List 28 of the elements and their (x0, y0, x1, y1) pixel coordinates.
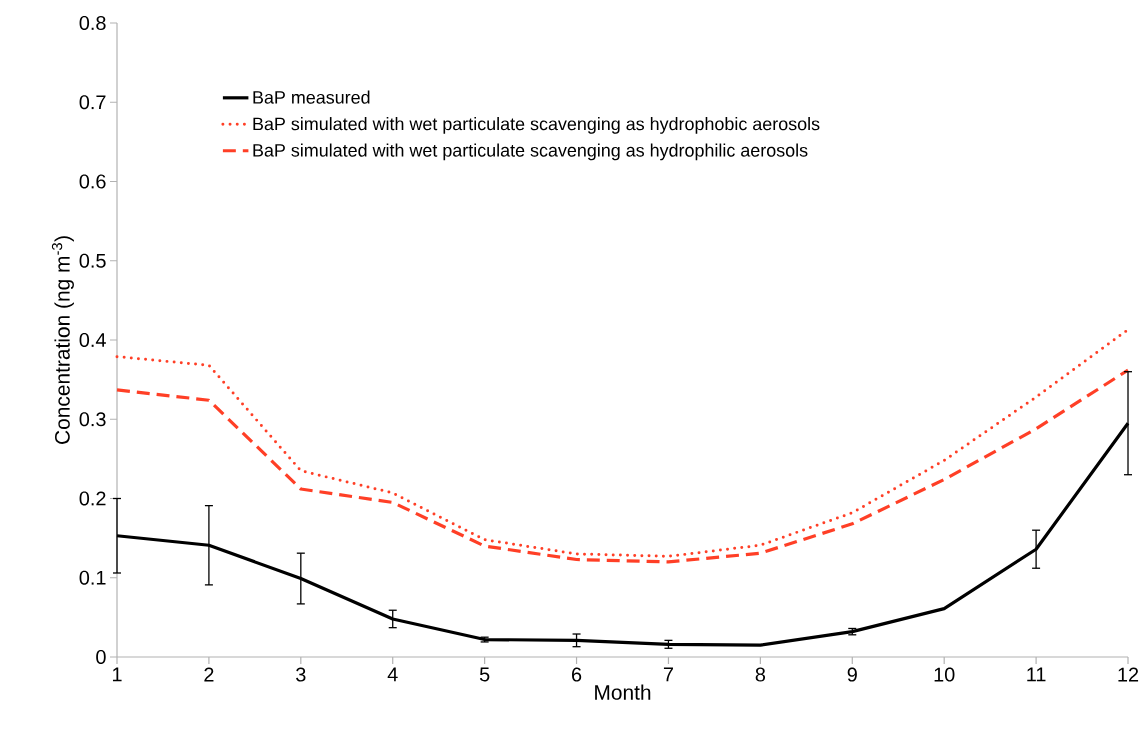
legend-label: BaP simulated with wet particulate scavenging as hydrophobic aerosols (253, 117, 820, 134)
y-tick-label: 0.7 (79, 95, 106, 110)
line-series (115, 328, 1130, 558)
x-tick-label: 2 (204, 667, 214, 682)
legend-label: BaP measured (253, 90, 370, 104)
y-tick-label: 0.6 (79, 174, 106, 189)
y-tick-label: 0 (96, 649, 106, 665)
y-axis-title: Concentration (ng m$^{-3}$) (51, 236, 74, 444)
y-tick-label: 0.4 (79, 332, 106, 348)
line-series (115, 368, 1130, 564)
x-tick-label: 9 (847, 667, 857, 682)
legend-label: BaP simulated with wet particulate scavenging as hydrophilic aerosols (253, 143, 808, 161)
x-tick-label: 11 (1027, 667, 1046, 682)
y-tick-label: 0.8 (79, 15, 106, 31)
x-tick-label: 12 (1118, 667, 1139, 682)
x-tick-label: 3 (296, 667, 306, 682)
y-tick-label: 0.3 (79, 412, 106, 427)
y-tick-label: 0.5 (79, 253, 106, 268)
x-tick-label: 4 (387, 667, 398, 682)
y-tick-label: 0.1 (79, 570, 106, 585)
x-tick-label: 10 (934, 667, 955, 682)
x-tick-label: 8 (755, 667, 766, 682)
x-tick-label: 7 (663, 667, 673, 682)
x-tick-label: 5 (479, 667, 490, 682)
x-axis-title: Month (595, 684, 651, 700)
x-tick-label: 1 (112, 667, 122, 682)
y-tick-label: 0.2 (79, 491, 106, 506)
x-tick-label: 6 (572, 667, 582, 682)
